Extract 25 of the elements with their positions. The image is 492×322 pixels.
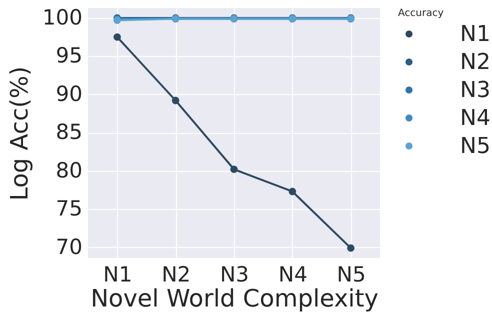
x-axis-title: Novel World Complexity	[90, 284, 378, 312]
y-tick-label: 80	[56, 158, 82, 182]
legend-label: N2	[460, 50, 490, 75]
y-tick-label: 70	[56, 234, 82, 259]
legend-title: Accuracy	[398, 8, 444, 19]
y-tick-label: 85	[56, 120, 82, 144]
x-tick-label: N5	[336, 262, 366, 286]
point	[347, 244, 355, 252]
point	[230, 166, 238, 174]
y-axis-title: Log Acc(%)	[5, 66, 34, 201]
point	[172, 96, 180, 104]
legend-label: N4	[460, 106, 490, 131]
y-tick-label: 100	[42, 5, 82, 30]
x-tick-label: N3	[220, 262, 250, 286]
point	[113, 33, 121, 41]
y-tick-label: 90	[56, 82, 82, 106]
x-tick-label: N4	[278, 262, 308, 286]
x-tick-label: N2	[162, 262, 191, 286]
legend-label: N1	[460, 22, 490, 47]
x-tick-label: N1	[103, 262, 132, 286]
point	[288, 188, 296, 196]
y-tick-label: 75	[56, 196, 82, 221]
legend-label: N3	[460, 78, 490, 103]
legend-label: N5	[460, 134, 490, 159]
y-tick-label: 95	[56, 44, 82, 68]
